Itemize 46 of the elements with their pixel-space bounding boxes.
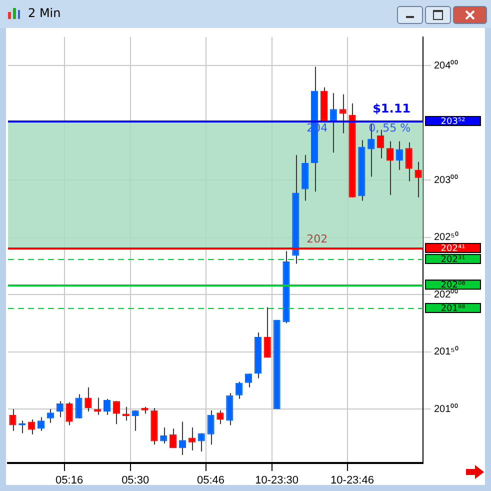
candlestick xyxy=(46,408,54,424)
y-tick-label: 201⁰⁰ xyxy=(434,402,459,415)
x-tick-label: 05:16 xyxy=(56,474,84,487)
candlestick xyxy=(377,129,384,159)
candlestick xyxy=(160,427,168,444)
y-tick-label: 203⁰⁰ xyxy=(434,174,459,186)
candlestick xyxy=(75,394,82,419)
y-tick-label: 202⁰⁰ xyxy=(434,288,459,300)
candlestick xyxy=(112,400,120,425)
candlestick xyxy=(216,410,224,425)
x-tick-label: 10-23:30 xyxy=(255,474,299,487)
ref-line-label: 202⁴¹ xyxy=(440,244,466,254)
candlestick xyxy=(56,400,64,418)
candlestick xyxy=(28,418,36,435)
candlestick xyxy=(339,94,346,134)
ref-line-label: 202³¹ xyxy=(440,254,466,265)
candlestick xyxy=(386,140,394,196)
candlestick xyxy=(132,410,139,432)
candlestick xyxy=(170,428,177,449)
x-tick-label: 05:30 xyxy=(122,474,150,487)
x-tick-label: 10-23:46 xyxy=(330,474,374,487)
candlestick xyxy=(94,397,102,416)
y-tick-label: 204⁰⁰ xyxy=(434,59,459,72)
candlestick xyxy=(396,140,403,170)
y-tick-label: 202⁵⁰ xyxy=(434,231,459,244)
ref-line-label: 203⁵² xyxy=(440,116,466,127)
ref-line-label: 202⁰⁸ xyxy=(440,280,466,291)
candlestick xyxy=(9,408,16,432)
candlestick xyxy=(84,386,92,412)
candlestick xyxy=(178,421,186,456)
candlestick xyxy=(236,381,243,400)
candlestick xyxy=(198,432,205,452)
candlestick xyxy=(226,392,234,426)
annotation: $1.11 xyxy=(372,102,411,116)
candlestick xyxy=(330,92,337,154)
candlestick xyxy=(66,402,73,426)
candlestick xyxy=(188,427,196,451)
y-tick-label: 201⁵⁰ xyxy=(434,346,459,358)
candlestick xyxy=(405,142,412,182)
candlestick xyxy=(207,410,214,446)
candlestick xyxy=(414,161,422,198)
x-tick-label: 05:46 xyxy=(197,474,225,487)
candlestick xyxy=(264,306,271,358)
ref-line-label: 201⁸⁸ xyxy=(440,304,466,314)
chart-title: 2 Min xyxy=(28,6,61,20)
annotation: 202 xyxy=(306,232,328,246)
